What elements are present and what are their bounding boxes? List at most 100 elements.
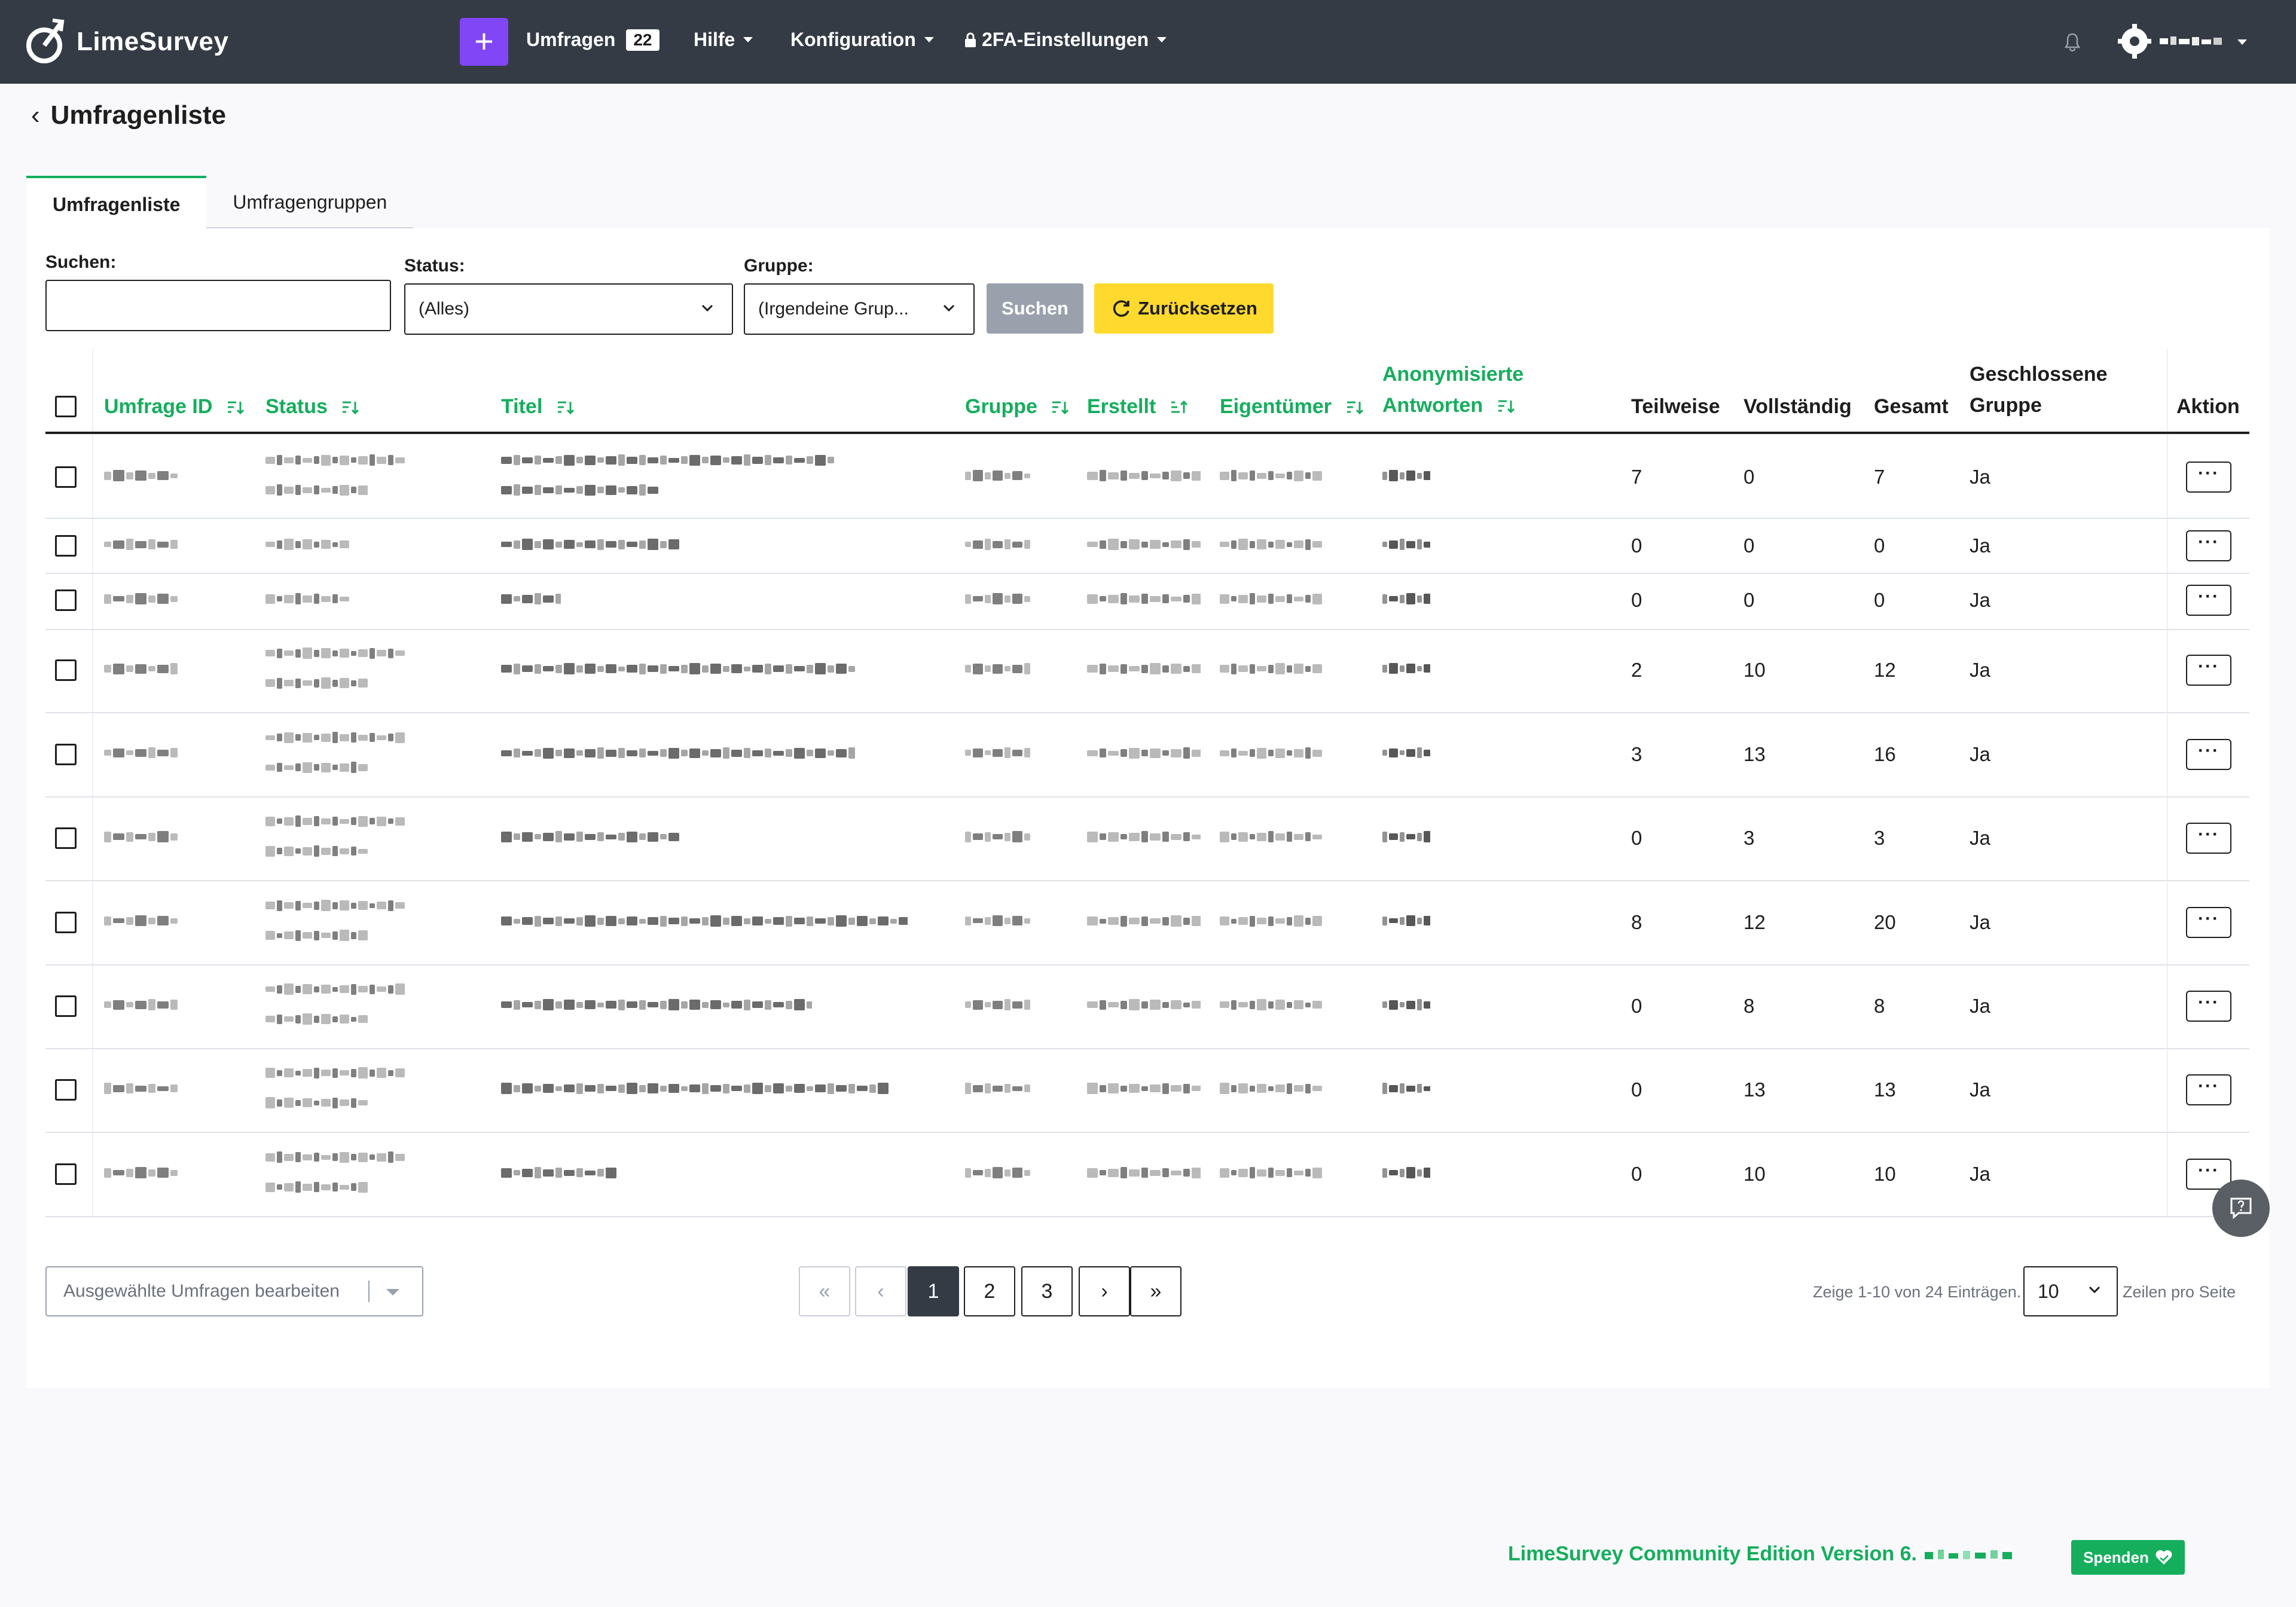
cell-complete: 13 [1744,743,1766,765]
row-actions-button[interactable]: ··· [2186,907,2231,938]
th-group[interactable]: Gruppe [965,391,1069,422]
brand[interactable]: LimeSurvey [24,17,228,67]
row-divider [45,712,2249,713]
cell-closed-group: Ja [1970,1163,1990,1185]
version-number-redacted [1925,1550,2013,1560]
th-owner[interactable]: Eigentümer [1220,391,1364,422]
cell-total: 0 [1874,534,1885,557]
row-actions-button[interactable]: ··· [2186,462,2231,493]
cell-survey-id [104,539,182,553]
search-button[interactable]: Suchen [987,283,1083,334]
cell-group [965,663,1037,677]
row-actions-button[interactable]: ··· [2186,991,2231,1022]
status-select[interactable]: (Alles) [404,283,733,335]
cell-group [965,831,1037,845]
nav-2fa[interactable]: 2FA-Einstellungen [964,29,1167,51]
brand-name: LimeSurvey [77,27,229,56]
pager-page-3[interactable]: 3 [1021,1266,1073,1316]
row-actions-button[interactable]: ··· [2186,739,2231,770]
cell-total: 0 [1874,589,1885,611]
cell-owner [1220,593,1327,607]
bell-icon[interactable] [2064,32,2081,51]
cell-complete: 10 [1744,659,1766,681]
refresh-icon [1113,300,1129,317]
cell-status [265,815,409,830]
row-divider [45,1132,2249,1133]
pager-next-button[interactable]: › [1079,1266,1130,1316]
cell-partial: 7 [1631,466,1642,488]
cell-total: 13 [1874,1079,1896,1101]
th-action: Aktion [2176,395,2240,418]
th-title[interactable]: Titel [501,391,575,422]
row-checkbox[interactable] [55,827,77,849]
row-checkbox[interactable] [55,589,77,611]
back-chevron-icon[interactable]: ‹ [31,100,40,130]
row-checkbox[interactable] [55,995,77,1017]
reset-button[interactable]: Zurücksetzen [1094,283,1274,334]
sort-icon [227,401,244,415]
cell-group [965,470,1037,484]
row-checkbox[interactable] [55,744,77,765]
cell-group [965,1083,1037,1097]
row-divider [45,880,2249,881]
cell-status [265,732,409,746]
th-closed-group: Geschlossene Gruppe [1970,359,2108,421]
cell-closed-group: Ja [1970,534,1990,557]
tab-survey-list[interactable]: Umfragenliste [26,176,207,230]
row-actions-button[interactable]: ··· [2186,530,2231,561]
row-checkbox[interactable] [55,535,77,557]
nav-configuration[interactable]: Konfiguration [790,29,934,51]
avatar[interactable] [2117,23,2152,60]
row-actions-button[interactable]: ··· [2186,585,2231,616]
cell-title [501,831,680,845]
row-checkbox[interactable] [55,1163,77,1185]
row-checkbox[interactable] [55,912,77,933]
pager-first-button[interactable]: « [799,1266,850,1316]
chevron-down-icon [943,304,955,312]
cell-title [501,999,812,1013]
help-feedback-button[interactable] [2212,1180,2270,1237]
cell-survey-id [104,831,182,845]
nav-surveys[interactable]: Umfragen 22 [526,29,660,51]
row-actions-button[interactable]: ··· [2186,655,2231,686]
chevron-down-icon[interactable] [2237,39,2247,45]
row-checkbox[interactable] [55,1079,77,1101]
cell-status [265,454,409,469]
search-input[interactable] [45,280,391,331]
donate-button[interactable]: Spenden [2071,1540,2185,1575]
th-created[interactable]: Erstellt [1087,391,1188,422]
group-select[interactable]: (Irgendeine Grup... [744,283,975,335]
row-divider [45,629,2249,630]
th-anonymized[interactable]: Anonymisierte Antworten [1382,359,1523,421]
cell-created [1087,831,1201,845]
pager-last-button[interactable]: » [1130,1266,1181,1316]
cell-complete: 10 [1744,1163,1766,1185]
row-actions-button[interactable]: ··· [2186,823,2231,854]
pager-page-1[interactable]: 1 [908,1266,959,1316]
row-checkbox[interactable] [55,659,77,681]
cell-title [501,484,662,499]
th-anonymized-line2: Antworten [1382,390,1523,421]
select-all-checkbox[interactable] [55,396,77,417]
nav-configuration-label: Konfiguration [790,29,916,50]
username-redacted[interactable] [2160,35,2225,48]
pager-prev-button[interactable]: ‹ [855,1266,906,1316]
th-survey-id[interactable]: Umfrage ID [104,391,245,422]
cell-group [965,1167,1037,1181]
th-status[interactable]: Status [265,391,359,422]
feedback-icon [2230,1197,2252,1220]
per-page-select[interactable]: 10 [2023,1266,2118,1316]
nav-help[interactable]: Hilfe [694,29,753,51]
create-survey-button[interactable]: + [460,18,508,66]
cell-partial: 0 [1631,1163,1642,1185]
pager-page-2[interactable]: 2 [964,1266,1015,1316]
cell-created [1087,915,1201,930]
cell-partial: 0 [1631,589,1642,611]
bulk-edit-label: Ausgewählte Umfragen bearbeiten [63,1281,340,1301]
row-actions-button[interactable]: ··· [2186,1074,2231,1105]
bulk-edit-button[interactable]: Ausgewählte Umfragen bearbeiten [45,1266,423,1316]
status-label: Status: [404,256,465,276]
cell-survey-id [104,1167,182,1181]
tab-survey-groups[interactable]: Umfragengruppen [206,176,414,228]
row-checkbox[interactable] [55,466,77,488]
